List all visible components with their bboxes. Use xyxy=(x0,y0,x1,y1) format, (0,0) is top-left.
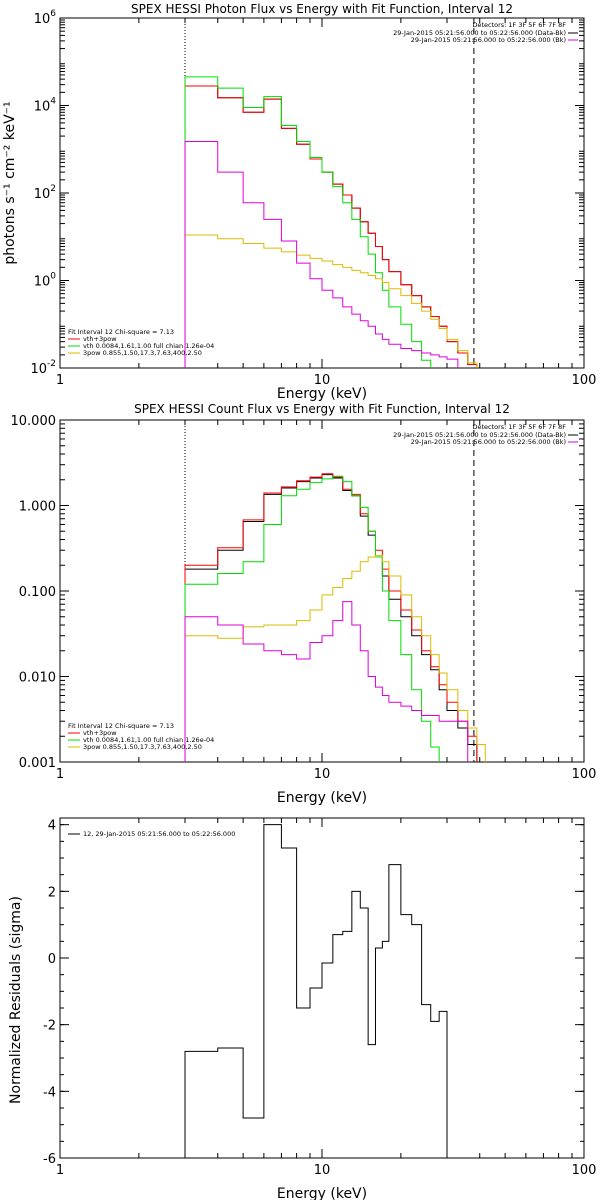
residuals-y-tick-label: 4 xyxy=(48,819,56,834)
count-flux-series-group xyxy=(184,473,486,762)
residuals-y-tick-label: -4 xyxy=(43,1085,56,1100)
residuals-x-tick-label: 1 xyxy=(56,1163,64,1178)
count-flux-y-tick-label: 0.010 xyxy=(19,671,56,686)
residuals-y-tick-label: -6 xyxy=(43,1152,56,1167)
residuals-x-tick-label: 100 xyxy=(572,1163,597,1178)
photon-flux-legend-left-entry: vth 0.0084,1.61,1.00 full chian 1.26e-04 xyxy=(83,342,214,350)
photon-flux-y-tick-exponent: 4 xyxy=(50,97,56,107)
photon-flux-x-tick-label: 10 xyxy=(314,373,331,388)
photon-flux-title: SPEX HESSI Photon Flux vs Energy with Fi… xyxy=(131,2,513,16)
count-flux-series-0 xyxy=(184,474,486,762)
count-flux-panel: SPEX HESSI Count Flux vs Energy with Fit… xyxy=(11,402,597,806)
count-flux-title: SPEX HESSI Count Flux vs Energy with Fit… xyxy=(134,402,510,416)
photon-flux-x-tick-label: 100 xyxy=(572,373,597,388)
residuals-xlabel: Energy (keV) xyxy=(277,1186,367,1200)
count-flux-legend-left-entry: vth 0.0084,1.61,1.00 full chian 1.26e-04 xyxy=(83,736,214,744)
count-flux-series-4 xyxy=(184,601,469,762)
photon-flux-y-tick-label: 10-2 xyxy=(30,359,56,377)
count-flux-x-tick-label: 1 xyxy=(56,767,64,782)
count-flux-legend-right-entry: 29-Jan-2015 05:21:56.000 to 05:22:56.000… xyxy=(411,438,566,446)
photon-flux-legend-detectors: Detectors: 1F 3F 5F 6F 7F 8F xyxy=(472,21,566,29)
residuals-x-tick-label: 10 xyxy=(314,1163,331,1178)
photon-flux-y-tick-label: 104 xyxy=(34,97,57,115)
photon-flux-legend-right-entry: 29-Jan-2015 05:21:56.000 to 05:22:56.000… xyxy=(411,36,566,44)
count-flux-y-tick-label: 10.000 xyxy=(11,414,57,429)
count-flux-legend-left-entry: 3pow 0.855,1.50,17.3,7.63,400,2.50 xyxy=(83,743,202,751)
residuals-series-0 xyxy=(184,824,448,1158)
residuals-y-tick-label: 0 xyxy=(48,952,56,967)
count-flux-frame xyxy=(59,419,585,763)
photon-flux-legend-left-entry: vth+3pow xyxy=(83,335,117,343)
count-flux-legend-right-entry: 29-Jan-2015 05:21:56.000 to 05:22:56.000… xyxy=(393,431,566,439)
photon-flux-panel: SPEX HESSI Photon Flux vs Energy with Fi… xyxy=(2,2,596,402)
residuals-y-tick-label: -2 xyxy=(43,1019,56,1034)
photon-flux-y-tick-exponent: -2 xyxy=(47,359,56,369)
photon-flux-y-tick-exponent: 2 xyxy=(50,184,56,194)
photon-flux-ylabel: photons s⁻¹ cm⁻² keV⁻¹ xyxy=(2,101,18,264)
photon-flux-legend-left-entry: 3pow 0.855,1.50,17.3,7.63,400,2.50 xyxy=(83,349,202,357)
count-flux-legend-left-header: Fit Interval 12 Chi-square = 7.13 xyxy=(68,722,174,730)
residuals-series-group xyxy=(184,824,448,1158)
residuals-y-tick-label: 2 xyxy=(48,885,56,900)
residuals-panel: Energy (keV) Normalized Residuals (sigma… xyxy=(8,817,597,1200)
photon-flux-series-2 xyxy=(184,76,432,368)
photon-flux-y-tick-exponent: 6 xyxy=(50,9,56,19)
photon-flux-series-1 xyxy=(184,85,478,368)
count-flux-series-3 xyxy=(184,555,486,762)
photon-flux-xlabel: Energy (keV) xyxy=(277,386,367,402)
count-flux-series-2 xyxy=(184,475,440,762)
photon-flux-plot-area: 1 10 100 10-2 100 102 104 106 Detectors: 1F 3F 5… xyxy=(30,9,596,388)
residuals-ylabel: Normalized Residuals (sigma) xyxy=(8,896,24,1104)
count-flux-x-tick-label: 100 xyxy=(572,767,597,782)
count-flux-legend-left-entry: vth+3pow xyxy=(83,729,117,737)
count-flux-legend-detectors: Detectors: 1F 3F 5F 6F 7F 8F xyxy=(472,423,566,431)
photon-flux-x-tick-label: 1 xyxy=(56,373,64,388)
photon-flux-y-tick-exponent: 0 xyxy=(50,272,56,282)
photon-flux-legend-left-header: Fit Interval 12 Chi-square = 7.13 xyxy=(68,328,174,336)
photon-flux-y-tick-label: 102 xyxy=(34,184,56,202)
count-flux-y-tick-label: 0.001 xyxy=(19,756,56,771)
photon-flux-y-tick-label: 106 xyxy=(34,9,57,27)
count-flux-series-1 xyxy=(184,473,478,762)
count-flux-y-tick-label: 0.100 xyxy=(19,585,56,600)
photon-flux-series-3 xyxy=(184,234,478,368)
count-flux-y-tick-label: 1.000 xyxy=(19,500,56,515)
photon-flux-series-4 xyxy=(184,141,459,368)
count-flux-xlabel: Energy (keV) xyxy=(277,790,367,806)
photon-flux-legend-right-entry: 29-Jan-2015 05:21:56.000 to 05:22:56.000… xyxy=(393,29,566,37)
residuals-legend-left-entry: 12, 29-Jan-2015 05:21:56.000 to 05:22:56… xyxy=(83,830,235,838)
photon-flux-series-0 xyxy=(184,85,478,368)
count-flux-x-tick-label: 10 xyxy=(314,767,331,782)
photon-flux-y-tick-label: 100 xyxy=(34,272,57,290)
photon-flux-series-group xyxy=(184,76,478,368)
residuals-plot-area: 1 10 100 4 2 0 -2 -4 -6 12, 29-Jan-2015 05:21:56.… xyxy=(43,817,597,1178)
count-flux-plot-area: 1 10 100 10.000 1.000 0.100 0.010 0.001 Detector… xyxy=(11,414,597,782)
photon-flux-frame xyxy=(59,17,585,369)
